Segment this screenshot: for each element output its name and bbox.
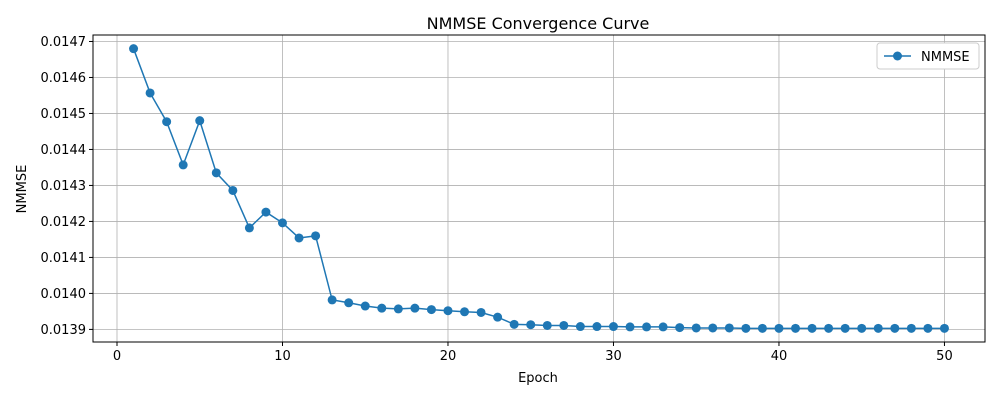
x-tick-label: 30 bbox=[605, 349, 622, 364]
legend-marker-swatch bbox=[893, 51, 902, 61]
data-point bbox=[873, 323, 883, 333]
data-point bbox=[807, 323, 817, 333]
data-point bbox=[559, 320, 569, 330]
data-point bbox=[939, 323, 949, 333]
y-tick-label: 0.0147 bbox=[41, 35, 87, 50]
y-tick-label: 0.0143 bbox=[41, 179, 87, 194]
data-point bbox=[923, 323, 933, 333]
x-tick-label: 40 bbox=[771, 349, 788, 364]
data-point bbox=[658, 322, 668, 332]
data-point bbox=[509, 319, 519, 329]
x-axis-ticks: 0 10 20 30 40 50 bbox=[113, 342, 953, 364]
x-tick-label: 10 bbox=[274, 349, 291, 364]
data-point bbox=[675, 323, 685, 333]
y-tick-label: 0.0144 bbox=[41, 143, 87, 158]
data-point bbox=[443, 306, 453, 316]
grid-lines bbox=[93, 35, 985, 342]
data-point bbox=[642, 322, 652, 332]
plot-frame bbox=[92, 34, 986, 343]
x-axis-label: Epoch bbox=[518, 371, 558, 386]
data-point bbox=[890, 323, 900, 333]
data-point bbox=[360, 301, 370, 311]
data-point bbox=[625, 322, 635, 332]
x-tick-label: 20 bbox=[440, 349, 457, 364]
y-tick-label: 0.0139 bbox=[41, 323, 87, 338]
data-point bbox=[708, 323, 718, 333]
y-tick-label: 0.0142 bbox=[41, 215, 87, 230]
legend: NMMSE bbox=[876, 42, 980, 70]
data-point bbox=[228, 185, 238, 195]
data-point bbox=[857, 323, 867, 333]
data-point bbox=[493, 312, 503, 322]
data-point bbox=[410, 303, 420, 313]
series-layer bbox=[129, 44, 949, 333]
y-axis-ticks: 0.0139 0.0140 0.0141 0.0142 0.0143 0.0144 0.01… bbox=[41, 35, 93, 338]
data-point bbox=[724, 323, 734, 333]
data-point bbox=[741, 323, 751, 333]
data-point bbox=[757, 323, 767, 333]
data-point bbox=[575, 322, 585, 332]
data-point bbox=[840, 323, 850, 333]
data-point bbox=[824, 323, 834, 333]
data-point bbox=[476, 307, 486, 317]
legend-label: NMMSE bbox=[921, 50, 970, 65]
chart-title: NMMSE Convergence Curve bbox=[427, 14, 650, 33]
data-point bbox=[426, 305, 436, 315]
y-tick-label: 0.0141 bbox=[41, 251, 87, 266]
data-point bbox=[162, 117, 172, 127]
data-point bbox=[592, 322, 602, 332]
data-point bbox=[906, 323, 916, 333]
data-point bbox=[526, 320, 536, 330]
data-point bbox=[327, 295, 337, 305]
data-point bbox=[195, 116, 205, 126]
y-tick-label: 0.0140 bbox=[41, 287, 87, 302]
data-point bbox=[178, 160, 188, 170]
x-tick-label: 50 bbox=[936, 349, 953, 364]
data-point bbox=[211, 168, 221, 178]
data-point bbox=[542, 320, 552, 330]
y-tick-label: 0.0146 bbox=[41, 71, 87, 86]
data-point bbox=[145, 88, 155, 98]
data-point bbox=[377, 303, 387, 313]
data-point bbox=[294, 233, 304, 243]
y-tick-label: 0.0145 bbox=[41, 107, 87, 122]
data-point bbox=[774, 323, 784, 333]
x-tick-label: 0 bbox=[113, 349, 121, 364]
data-point bbox=[460, 307, 470, 317]
data-point bbox=[791, 323, 801, 333]
data-point bbox=[261, 207, 271, 217]
data-point bbox=[691, 323, 701, 333]
data-point bbox=[277, 218, 287, 228]
data-point bbox=[311, 231, 321, 241]
data-point bbox=[608, 322, 618, 332]
data-point bbox=[393, 304, 403, 314]
data-point bbox=[129, 44, 139, 54]
data-point bbox=[344, 298, 354, 308]
y-axis-label: NMMSE bbox=[15, 165, 30, 214]
data-point bbox=[244, 223, 254, 233]
legend-box bbox=[876, 42, 980, 70]
